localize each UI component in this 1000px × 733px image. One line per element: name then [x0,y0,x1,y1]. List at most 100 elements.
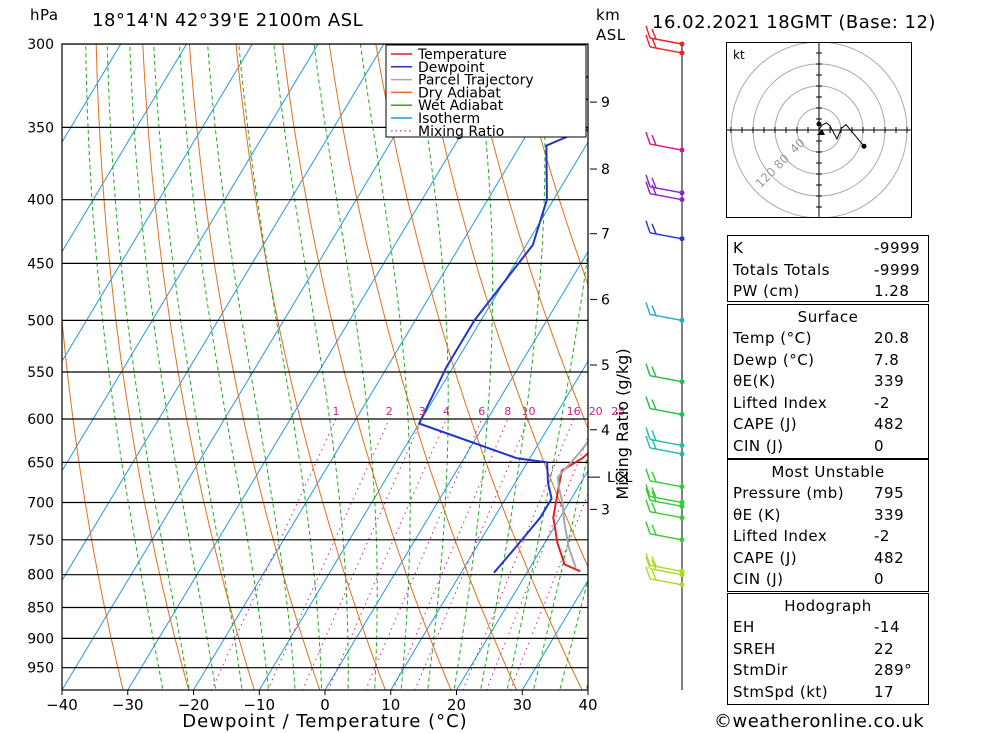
hodograph-end-marker [861,143,867,149]
wind-barb [645,363,685,385]
index-label: Temp (°C) [733,329,812,347]
index-value: 339 [874,372,905,390]
index-value: 482 [874,415,905,433]
index-row: CIN (J) 0 [728,436,928,457]
index-value: 22 [874,639,895,658]
index-label: θE (K) [733,505,781,524]
index-label: θE(K) [733,372,776,390]
index-label: SREH [733,639,776,658]
wet-adiabat-line [273,44,349,690]
pressure-tick-label: 650 [27,455,54,471]
hodograph-stats-panel: Hodograph EH -14 SREH 22 StmDir 289° StmSpd (k… [727,593,929,705]
most-unstable-panel: Most Unstable Pressure (mb) 795 θE (K) 339 L… [727,459,929,592]
isotherm-line [455,469,588,690]
index-label: Pressure (mb) [733,484,845,502]
isotherm-line [521,579,588,690]
km-tick-label: 7 [601,227,610,243]
km-tick-label: 6 [601,292,610,308]
pressure-tick-label: 400 [27,193,54,209]
x-tick-label: 20 [447,696,466,714]
index-value: 289° [874,661,913,679]
x-tick-label: −10 [243,696,275,714]
legend-entry-label: Isotherm [418,111,480,127]
wind-barb [645,521,685,543]
wet-adiabat-line [179,44,270,690]
wind-barb [645,566,685,588]
wind-barb [645,427,685,448]
wet-adiabat-line [559,577,588,690]
datetime-title: 16.02.2021 18GMT (Base: 12) [652,12,936,33]
index-row: Lifted Index -2 [728,526,928,547]
asl-label: ASL [596,26,626,44]
hodograph-ring-label: 120 [753,165,779,191]
index-row: CAPE (J) 482 [728,548,928,569]
pressure-tick-label: 600 [27,412,54,428]
wind-barb [645,468,685,490]
pressure-tick-label: 900 [27,631,54,647]
mixing-ratio-line [327,418,447,690]
pressure-tick-label: 450 [27,256,54,272]
x-tick-label: 40 [578,696,597,714]
dry-adiabat-line [188,44,321,690]
index-row: CAPE (J) 482 [728,414,928,435]
index-row: SREH 22 [728,639,928,660]
hodograph-ring-label: 80 [771,151,792,172]
index-row: θE (K) 339 [728,505,928,526]
index-value: 17 [874,682,895,701]
wind-barb [645,302,685,323]
wet-adiabat-line [413,44,449,690]
index-value: 795 [874,484,905,502]
copyright-link[interactable]: ©weatheronline.co.uk [714,711,925,732]
index-row: Totals Totals -9999 [728,260,928,281]
index-row: θE(K) 339 [728,371,928,392]
wet-adiabat-line [153,44,243,690]
index-value: 7.8 [874,350,900,369]
index-value: -14 [874,618,900,636]
index-label: StmSpd (kt) [733,682,829,701]
pressure-tick-label: 700 [27,496,54,512]
index-label: Dewp (°C) [733,350,815,369]
index-row: CIN (J) 0 [728,569,928,590]
index-value: -9999 [874,239,921,257]
km-tick-label: 4 [601,423,610,439]
km-tick-label: 5 [601,358,610,374]
isotherm-line [62,44,385,582]
mixing-ratio-label: 4 [443,405,450,418]
wet-adiabat-line [238,44,323,690]
legend-entry-label: Dry Adiabat [418,85,501,101]
index-label: PW (cm) [733,282,800,300]
mixing-ratio-line [301,418,423,690]
km-label: km [596,6,621,24]
mixing-ratio-line [267,418,390,690]
index-value: -9999 [874,260,921,279]
index-row: EH -14 [728,617,928,638]
isotherm-line [127,44,516,690]
mixing-ratio-label: 20 [589,405,603,418]
hodograph-panel: kt 40 80 120 [726,42,912,218]
location-title: 18°14'N 42°39'E 2100m ASL [92,10,364,31]
pressure-tick-label: 850 [27,601,54,617]
dry-adiabat-line [95,44,190,690]
dry-adiabat-line [982,44,1000,695]
most-unstable-title: Most Unstable [771,463,885,481]
parcel-trajectory-profile [556,440,588,569]
wind-barb [645,396,685,418]
index-value: 0 [874,436,885,455]
index-label: Lifted Index [733,527,828,545]
km-tick-label: 9 [601,95,610,111]
index-row: Dewp (°C) 7.8 [728,350,928,371]
index-row: Pressure (mb) 795 [728,483,928,504]
index-label: CAPE (J) [733,415,798,433]
wet-adiabat-line [106,44,190,690]
index-label: CIN (J) [733,570,784,588]
x-tick-label: 10 [381,696,400,714]
x-tick-label: 30 [513,696,532,714]
surface-panel: Surface Temp (°C) 20.8 Dewp (°C) 7.8 θE(K) 33… [727,304,929,459]
dry-adiabat-line [468,44,588,430]
storm-motion-marker [817,129,825,135]
mixing-ratio-label: 1 [333,405,340,418]
wind-barb [645,25,685,47]
index-row: StmDir 289° [728,660,928,681]
hodograph-trace [818,122,865,147]
